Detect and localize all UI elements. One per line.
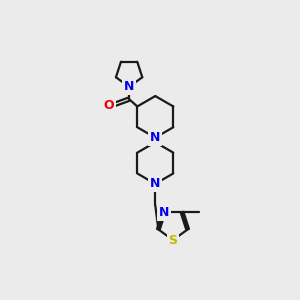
Text: N: N [150, 131, 160, 144]
Text: N: N [159, 206, 169, 219]
Text: N: N [124, 80, 134, 93]
Text: N: N [150, 177, 160, 190]
Text: S: S [169, 233, 178, 247]
Text: O: O [104, 99, 114, 112]
